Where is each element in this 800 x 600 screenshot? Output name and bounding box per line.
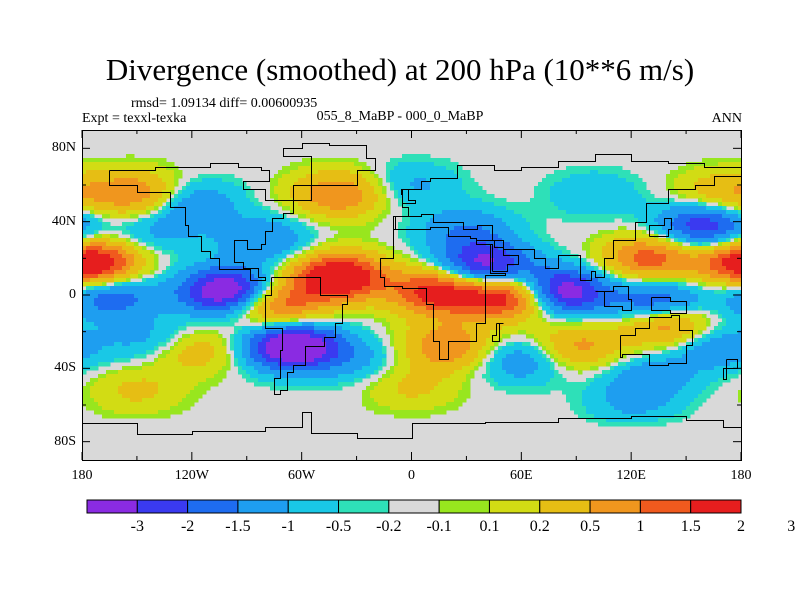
map-title: Divergence (smoothed) at 200 hPa (10**6 … <box>105 52 695 87</box>
longitude-label: 120W <box>174 468 209 483</box>
latitude-label: 80S <box>54 433 76 449</box>
colorbar-label: 3 <box>787 518 796 535</box>
coastlines <box>82 143 742 439</box>
latitude-label: 40N <box>51 213 76 229</box>
longitude-label: 0 <box>408 468 415 483</box>
period-label: 055_8_MaBP - 000_0_MaBP <box>316 109 484 124</box>
colorbar-label: -0.5 <box>325 518 352 535</box>
longitude-label: 180 <box>71 468 93 483</box>
colorbar-label: 0.2 <box>529 518 550 535</box>
colorbar-label: 1 <box>636 518 645 535</box>
colorbar-label: 0.5 <box>580 518 601 535</box>
colorbar-label: -1 <box>281 518 295 535</box>
longitude-label: 120E <box>616 468 646 483</box>
axis-ticks <box>81 130 742 460</box>
colorbar-label: -1.5 <box>225 518 251 535</box>
colorbar-label: 0.1 <box>479 518 500 535</box>
colorbar-label: -2 <box>180 518 195 535</box>
colorbar-label: 1.5 <box>680 518 701 535</box>
stats-text: rmsd= 1.09134 diff= 0.00600935 <box>131 96 318 111</box>
experiment-label: Expt = texxl-texka <box>82 111 187 126</box>
colorbar-label: 2 <box>737 518 745 535</box>
latitude-label: 80N <box>51 140 76 156</box>
longitude-label: 60E <box>510 468 533 483</box>
divergence-field <box>82 130 742 460</box>
longitude-label: 60W <box>288 468 316 483</box>
longitude-label: 180 <box>730 468 752 483</box>
latitude-label: 40S <box>54 360 76 376</box>
colorbar-label: -3 <box>130 518 144 535</box>
season-label: ANN <box>711 111 742 126</box>
colorbar-label: -0.2 <box>376 518 402 535</box>
latitude-label: 0 <box>69 287 76 302</box>
colorbar-label: -0.1 <box>426 518 452 535</box>
